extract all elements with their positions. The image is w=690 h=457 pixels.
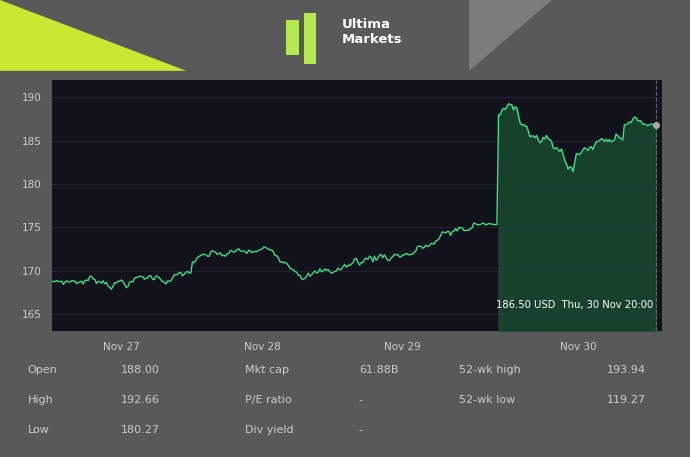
Bar xyxy=(286,20,299,55)
Text: 188.00: 188.00 xyxy=(121,365,159,375)
Text: 192.66: 192.66 xyxy=(121,395,159,405)
Polygon shape xyxy=(0,0,186,71)
Text: -: - xyxy=(359,395,363,405)
Text: 52-wk high: 52-wk high xyxy=(459,365,520,375)
Text: Low: Low xyxy=(28,425,50,436)
Polygon shape xyxy=(469,0,552,71)
Text: Ultima
Markets: Ultima Markets xyxy=(342,18,402,46)
Text: Div yield: Div yield xyxy=(245,425,293,436)
Text: 119.27: 119.27 xyxy=(607,395,647,405)
Text: 61.88B: 61.88B xyxy=(359,365,398,375)
Text: 180.27: 180.27 xyxy=(121,425,160,436)
Bar xyxy=(304,13,316,64)
Text: P/E ratio: P/E ratio xyxy=(245,395,292,405)
Text: 193.94: 193.94 xyxy=(607,365,647,375)
Text: High: High xyxy=(28,395,53,405)
Text: Mkt cap: Mkt cap xyxy=(245,365,289,375)
Text: 186.50 USD  Thu, 30 Nov 20:00: 186.50 USD Thu, 30 Nov 20:00 xyxy=(496,300,653,310)
Text: 52-wk low: 52-wk low xyxy=(459,395,515,405)
Text: Open: Open xyxy=(28,365,57,375)
Text: -: - xyxy=(359,425,363,436)
